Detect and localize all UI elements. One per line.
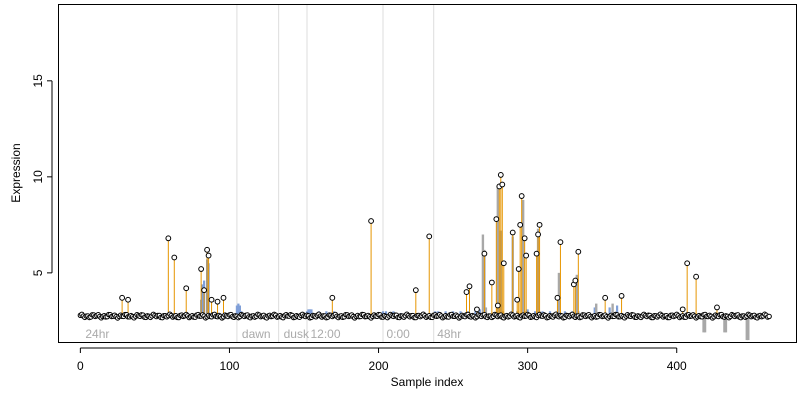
x-tick-label-1: 100	[219, 359, 239, 373]
y-axis: 5 10 15	[31, 74, 53, 276]
highlight-point-15	[426, 233, 433, 240]
highlight-point-35	[535, 231, 541, 238]
highlight-point-46	[693, 273, 700, 280]
highlight-point-30	[517, 221, 524, 228]
highlight-point-16	[463, 289, 470, 295]
data-points	[77, 172, 772, 321]
highlight-point-0	[119, 294, 126, 301]
highlight-point-32	[521, 235, 528, 242]
x-axis: 0 100 200 300 400	[77, 347, 687, 373]
x-tick-label-0: 0	[77, 359, 84, 373]
highlight-point-45	[684, 260, 691, 267]
highlight-point-3	[171, 254, 178, 261]
highlight-point-40	[572, 277, 579, 284]
highlight-point-9	[208, 296, 215, 303]
highlight-point-28	[514, 296, 521, 303]
highlight-point-2	[165, 235, 172, 242]
highlight-point-7	[204, 246, 210, 253]
region-label-2: dusk	[284, 327, 310, 341]
y-tick-label-1: 10	[31, 170, 45, 184]
y-tick-label-2: 15	[31, 74, 45, 88]
highlight-point-21	[493, 216, 500, 222]
highlight-point-22	[494, 302, 501, 309]
highlight-point-36	[536, 221, 543, 228]
highlight-point-20	[488, 279, 495, 286]
highlight-point-43	[618, 293, 625, 299]
y-tick-label-0: 5	[31, 269, 45, 276]
highlight-point-18	[474, 306, 480, 313]
highlight-point-26	[500, 260, 507, 267]
highlight-point-4	[183, 285, 190, 292]
highlight-point-44	[679, 306, 686, 313]
x-tick-label-3: 300	[518, 359, 538, 373]
region-label-3: 12:00	[310, 327, 340, 341]
region-label-5: 48hr	[437, 327, 461, 341]
x-axis-title: Sample index	[391, 375, 464, 389]
highlight-point-27	[509, 229, 516, 236]
y-axis-title: Expression	[9, 143, 23, 202]
highlight-point-47	[714, 304, 720, 311]
highlight-point-10	[214, 298, 221, 305]
region-labels: 24hr dawn dusk 12:00 0:00 48hr	[85, 327, 461, 341]
x-tick-label-4: 400	[667, 359, 687, 373]
baseline-point-462	[766, 313, 772, 320]
plot-frame	[58, 4, 797, 343]
highlight-point-37	[554, 294, 561, 301]
highlight-point-38	[557, 239, 564, 246]
region-label-0: 24hr	[85, 327, 109, 341]
highlight-point-6	[201, 287, 208, 294]
region-label-1: dawn	[242, 327, 271, 341]
x-tick-label-2: 200	[369, 359, 389, 373]
highlight-point-13	[368, 218, 374, 224]
highlight-point-33	[523, 252, 530, 259]
highlight-point-31	[518, 193, 525, 199]
region-boundary-lines	[236, 4, 435, 342]
highlight-point-8	[205, 252, 212, 259]
highlight-point-25	[499, 181, 506, 188]
highlight-point-24	[497, 172, 504, 178]
highlight-point-29	[515, 266, 522, 272]
highlight-point-34	[533, 250, 540, 257]
highlight-point-5	[198, 266, 205, 272]
highlight-point-19	[481, 250, 488, 257]
region-label-4: 0:00	[387, 327, 411, 341]
highlight-point-41	[575, 248, 582, 255]
highlight-point-14	[412, 287, 419, 294]
highlight-point-42	[602, 294, 609, 301]
highlight-point-1	[125, 296, 131, 303]
highlight-point-17	[466, 283, 473, 290]
highlight-point-11	[220, 294, 227, 301]
highlight-point-12	[329, 294, 336, 301]
highlight-stems	[121, 174, 718, 317]
